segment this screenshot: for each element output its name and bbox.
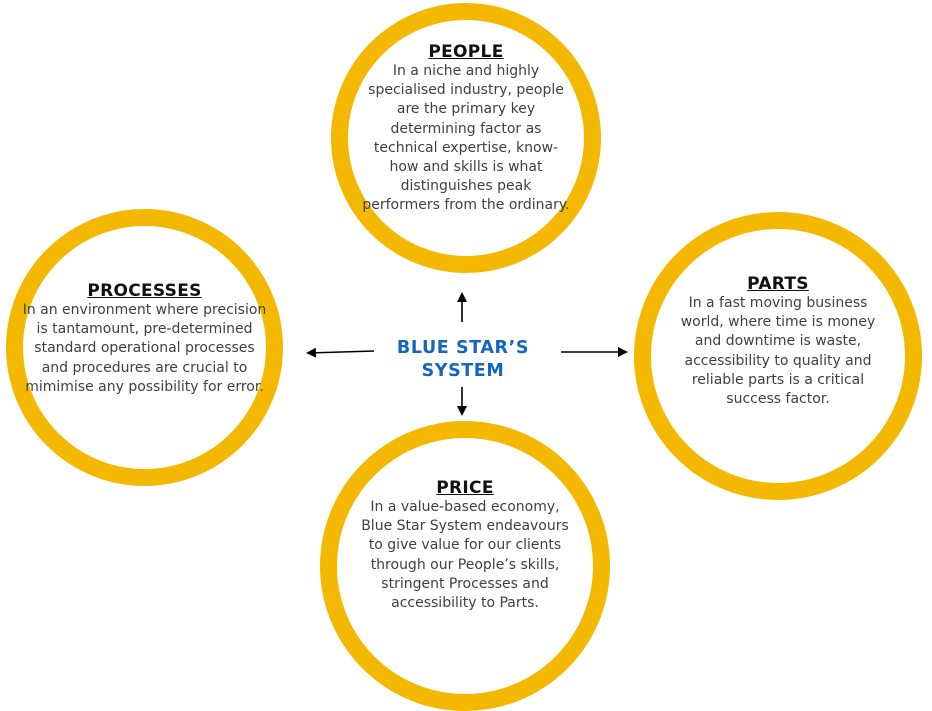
parts-title: PARTS bbox=[747, 274, 809, 294]
people-title: PEOPLE bbox=[428, 42, 504, 62]
parts-description: In a fast moving business world, where t… bbox=[680, 295, 876, 408]
parts-text-block: PARTS In a fast moving business world, w… bbox=[672, 274, 884, 409]
price-title: PRICE bbox=[436, 478, 494, 498]
people-description: In a niche and highly specialised indust… bbox=[362, 63, 570, 214]
arrow-left-to-processes bbox=[306, 347, 375, 358]
price-description: In a value-based economy, Blue Star Syst… bbox=[361, 499, 569, 612]
center-title-line2: SYSTEM bbox=[421, 361, 505, 381]
processes-description: In an environment where precision is tan… bbox=[22, 302, 267, 395]
price-text-block: PRICE In a value-based economy, Blue Sta… bbox=[360, 478, 570, 613]
center-title-line1: BLUE STAR’S bbox=[396, 338, 530, 358]
center-title: BLUE STAR’S SYSTEM bbox=[363, 337, 563, 383]
people-text-block: PEOPLE In a niche and highly specialised… bbox=[360, 42, 572, 216]
processes-text-block: PROCESSES In an environment where precis… bbox=[20, 281, 269, 397]
processes-title: PROCESSES bbox=[87, 281, 202, 301]
